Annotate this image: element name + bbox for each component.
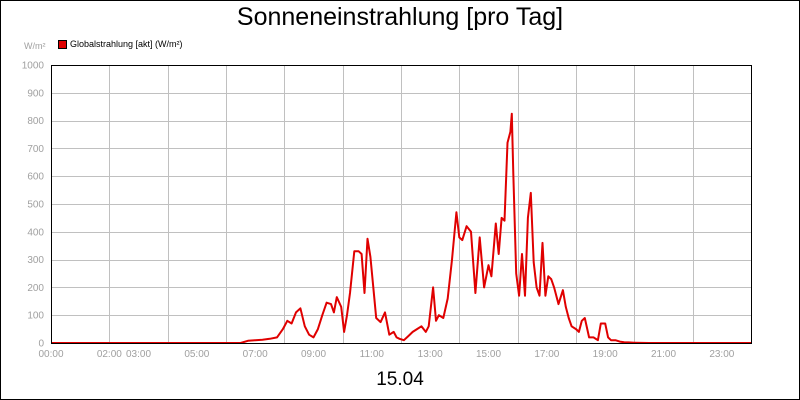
legend: Globalstrahlung [akt] (W/m²): [58, 39, 183, 49]
x-tick-label: 15:00: [476, 349, 501, 360]
x-tick-label: 05:00: [184, 349, 209, 360]
chart-title: Sonneneinstrahlung [pro Tag]: [236, 3, 564, 31]
x-tick-label: 00:00: [38, 349, 63, 360]
y-tick-label: 200: [27, 283, 44, 294]
x-tick-label: 17:00: [534, 349, 559, 360]
x-axis-date-label: 15.04: [376, 369, 424, 390]
y-tick-label: 0: [38, 339, 44, 350]
x-tick-label: 19:00: [593, 349, 618, 360]
x-tick-label: 21:00: [651, 349, 676, 360]
y-tick-label: 800: [27, 116, 44, 127]
series-line: [51, 112, 751, 344]
y-tick-label: 900: [27, 88, 44, 99]
y-tick-label: 100: [27, 311, 44, 322]
y-tick-label: 500: [27, 200, 44, 211]
x-tick-label: 13:00: [418, 349, 443, 360]
y-tick-label: 600: [27, 172, 44, 183]
x-tick-label: 23:00: [709, 349, 734, 360]
y-tick-label: 700: [27, 144, 44, 155]
y-tick-label: 1000: [22, 61, 45, 72]
legend-label: Globalstrahlung [akt] (W/m²): [70, 39, 183, 49]
y-tick-label: 400: [27, 227, 44, 238]
x-tick-label: 11:00: [360, 349, 385, 360]
x-tick-label: 09:00: [301, 349, 326, 360]
y-axis-unit: W/m²: [24, 41, 46, 51]
legend-swatch: [58, 39, 67, 49]
x-tick-label: 02:00: [97, 349, 122, 360]
x-tick-label: 07:00: [243, 349, 268, 360]
y-tick-label: 300: [27, 255, 44, 266]
plot-area: [51, 65, 752, 344]
x-tick-label: 03:00: [126, 349, 151, 360]
